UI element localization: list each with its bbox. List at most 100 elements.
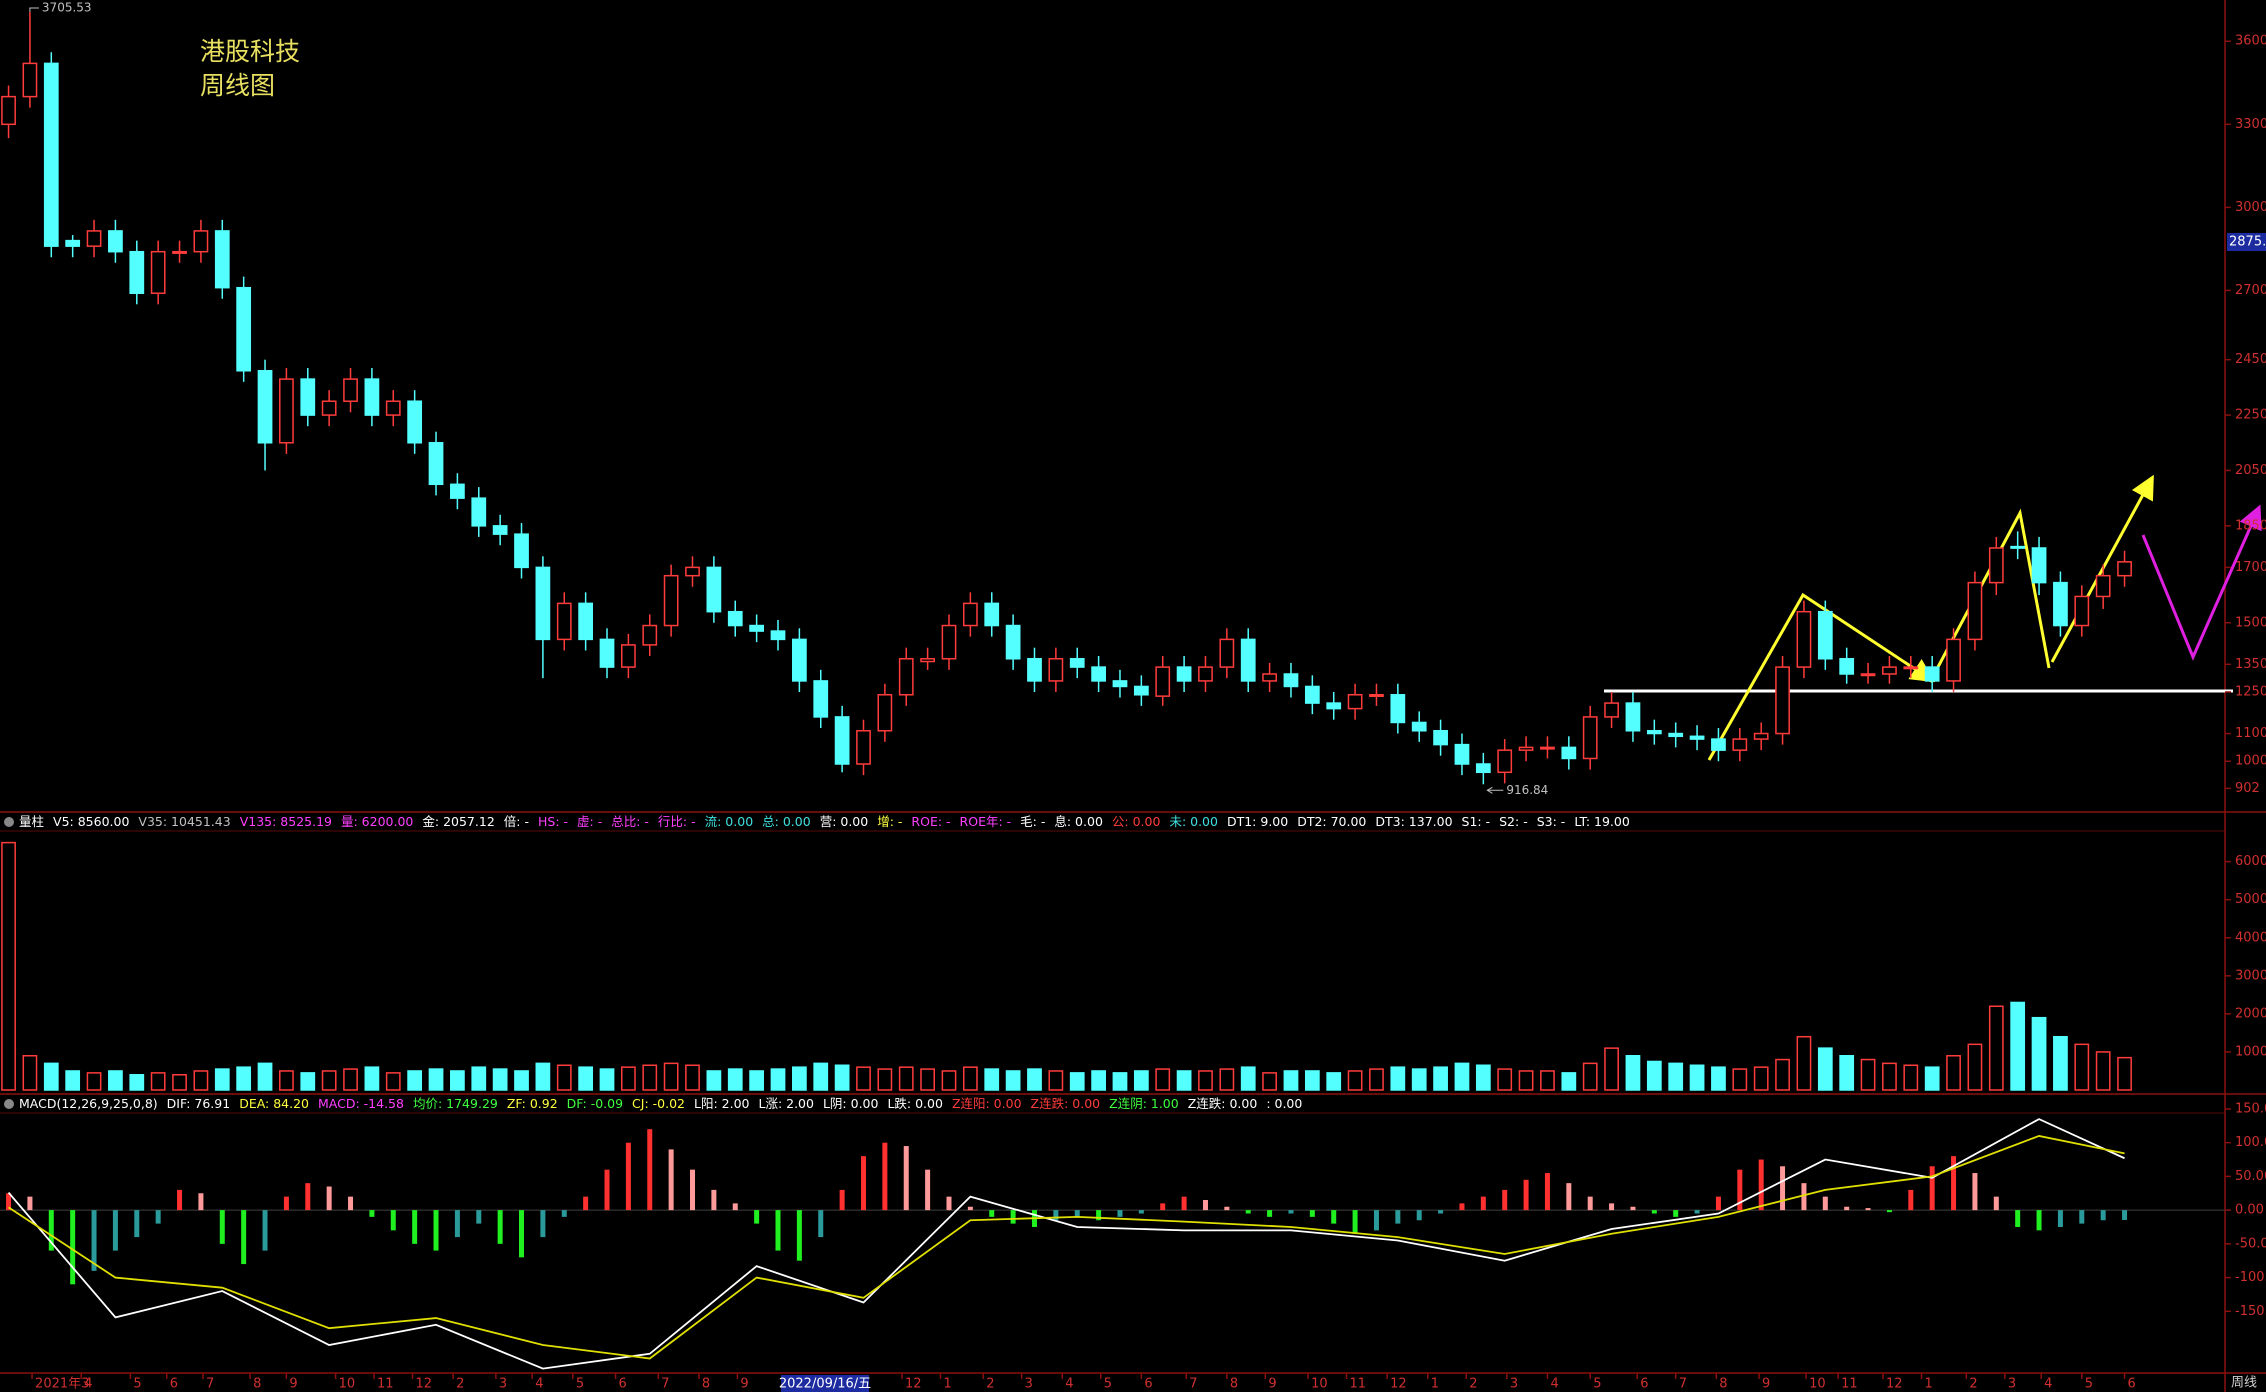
y-tick-label: 3300 — [2235, 117, 2266, 132]
macd-bar — [1972, 1173, 1978, 1211]
x-tick-label: 5 — [133, 1377, 141, 1392]
x-tick-label: 6 — [2128, 1377, 2136, 1392]
macd-bar — [1138, 1210, 1144, 1214]
volume-bar — [1112, 1072, 1128, 1091]
candle-body — [1604, 702, 1619, 718]
y-tick-label: 3600 — [2235, 34, 2266, 49]
candle-body — [1326, 702, 1342, 710]
x-tick-label: 11 — [377, 1377, 394, 1392]
macd-bar — [1373, 1210, 1379, 1231]
x-tick-label: 1 — [1924, 1377, 1932, 1392]
candle-body — [1198, 666, 1213, 682]
y-tick-label: 2050 — [2235, 463, 2266, 478]
y-tick-label: 3000 — [2235, 200, 2266, 215]
header-item: ROE年: - — [959, 814, 1012, 829]
x-tick-label: 8 — [1719, 1377, 1727, 1392]
header-item: 未: 0.00 — [1169, 814, 1218, 829]
header-item: 倍: - — [503, 814, 529, 829]
candle-body — [706, 566, 722, 613]
candle-body — [2117, 561, 2132, 577]
candle-body — [343, 378, 358, 402]
volume-bar — [1326, 1072, 1342, 1091]
macd-bar — [241, 1210, 247, 1265]
trend-line — [1928, 508, 2051, 683]
candle-body — [1369, 694, 1384, 698]
candle-body — [877, 694, 893, 732]
volume-bar — [1796, 1035, 1812, 1091]
candle-body — [2095, 574, 2111, 598]
header-item: 营: 0.00 — [819, 814, 869, 829]
x-tick-label: 12 — [1886, 1377, 1903, 1392]
candle-body — [1347, 694, 1363, 710]
volume-bar — [1454, 1062, 1470, 1091]
candle-body — [1988, 547, 2004, 584]
x-tick-label: 1 — [943, 1377, 951, 1392]
candle-body — [129, 250, 145, 294]
volume-bar — [343, 1068, 358, 1091]
volume-bar — [749, 1070, 765, 1091]
candle-body — [962, 602, 978, 627]
header-item: 量柱 — [19, 814, 45, 829]
volume-bar — [1155, 1068, 1171, 1091]
y-tick-label: 50.00 — [2235, 1169, 2266, 1184]
macd-bar — [561, 1210, 567, 1217]
candle-body — [599, 638, 615, 668]
volume-bar — [1903, 1064, 1919, 1091]
candle-body — [86, 230, 102, 247]
x-tick-label: 11 — [1841, 1377, 1858, 1392]
candle-body — [578, 602, 594, 641]
macd-bar — [390, 1210, 396, 1231]
candle-body — [1411, 721, 1427, 732]
header-item: V135: 8525.19 — [239, 814, 332, 829]
candle-body — [1048, 658, 1064, 682]
volume-bar — [43, 1062, 59, 1091]
indicator-line — [8, 1134, 2125, 1360]
y-tick-label: 1700 — [2235, 560, 2266, 575]
volume-bar — [2095, 1051, 2111, 1091]
y-tick-label: 1100 — [2235, 726, 2266, 741]
header-item: 毛: - — [1020, 814, 1046, 829]
volume-bar — [1048, 1070, 1064, 1091]
volume-bar — [727, 1068, 743, 1091]
macd-bar — [732, 1203, 738, 1211]
macd-bar — [1459, 1203, 1465, 1211]
volume-bar — [428, 1068, 444, 1091]
candle-body — [2074, 595, 2090, 627]
macd-bar — [1117, 1210, 1123, 1217]
candle-body — [1711, 738, 1726, 751]
header-item: HS: - — [537, 814, 569, 829]
macd-bar — [348, 1196, 354, 1211]
macd-bar — [1309, 1210, 1315, 1217]
volume-bar — [962, 1066, 978, 1091]
x-tick-label: 7 — [1189, 1377, 1197, 1392]
volume-bar — [1561, 1072, 1577, 1091]
header-item: S2: - — [1499, 814, 1528, 829]
macd-bar — [262, 1210, 268, 1251]
macd-bar — [1438, 1210, 1444, 1214]
macd-bar — [540, 1210, 546, 1238]
x-tick-label: 10 — [339, 1377, 356, 1392]
volume-bar — [770, 1068, 786, 1091]
candle-body — [1219, 638, 1235, 668]
volume-bar — [1967, 1043, 1983, 1091]
header-item: DIF: 76.91 — [166, 1096, 231, 1111]
candle-body — [43, 62, 59, 247]
macd-bar — [1416, 1210, 1422, 1221]
candle-body — [321, 400, 337, 416]
macd-bar — [1886, 1210, 1892, 1213]
macd-bar — [860, 1156, 866, 1211]
macd-bar — [989, 1210, 995, 1217]
macd-bar — [134, 1210, 140, 1238]
candle-body — [535, 566, 551, 641]
volume-bar — [193, 1070, 209, 1091]
panel-icon — [4, 817, 14, 827]
x-tick-label: 6 — [1640, 1377, 1648, 1392]
header-item: 流: 0.00 — [704, 814, 754, 829]
x-tick-label: 1 — [1431, 1377, 1439, 1392]
header-item: 虚: - — [577, 814, 603, 829]
volume-bar — [813, 1062, 829, 1091]
candle-body — [1796, 610, 1812, 668]
macd-bar — [1844, 1206, 1850, 1211]
candle-body — [428, 442, 444, 486]
volume-bar — [1219, 1068, 1235, 1091]
